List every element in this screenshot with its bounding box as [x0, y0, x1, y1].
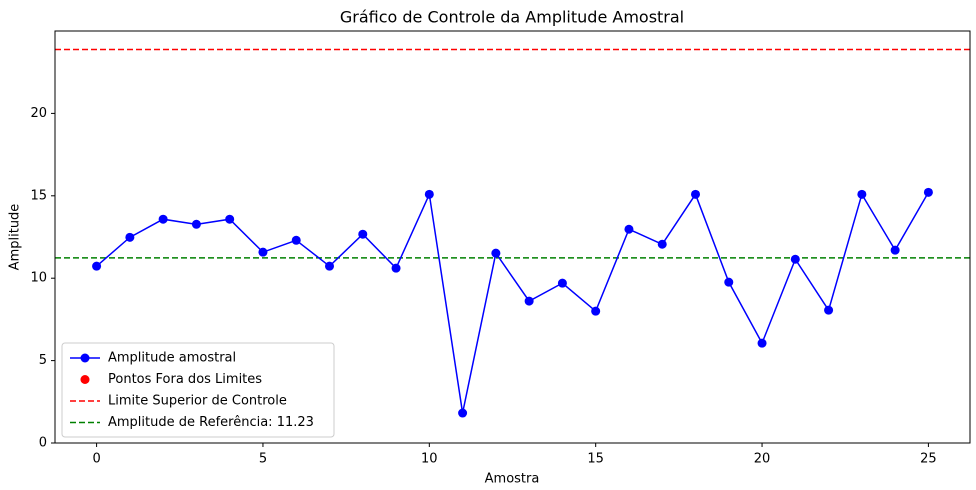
legend-marker [80, 353, 90, 363]
x-tick-label: 15 [587, 452, 604, 467]
y-tick-label: 15 [30, 188, 47, 203]
data-point [92, 261, 102, 271]
data-point [790, 254, 800, 264]
data-point [557, 278, 567, 288]
data-point [225, 214, 235, 224]
data-point [591, 306, 601, 316]
data-point [724, 277, 734, 287]
data-point [424, 189, 434, 199]
y-axis-label: Amplitude [8, 204, 23, 271]
legend-label: Amplitude de Referência: 11.23 [108, 415, 314, 430]
data-point [890, 245, 900, 255]
data-point [923, 187, 933, 197]
data-point [524, 296, 534, 306]
data-point [691, 189, 700, 199]
data-point [358, 229, 368, 239]
series-line [96, 191, 930, 414]
x-tick-label: 20 [754, 452, 771, 467]
legend: Amplitude amostral Pontos Fora dos Limite… [61, 342, 335, 438]
data-point [657, 239, 667, 249]
legend-label: Amplitude amostral [108, 351, 236, 366]
x-axis-label: Amostra [485, 472, 540, 487]
y-tick-label: 20 [30, 106, 47, 121]
data-point [491, 248, 501, 258]
data-point [291, 235, 301, 245]
legend-marker [80, 375, 90, 384]
chart-title: Gráfico de Controle da Amplitude Amostra… [340, 8, 684, 27]
data-point [757, 338, 767, 348]
legend-box [61, 342, 335, 438]
legend-label: Pontos Fora dos Limites [108, 372, 262, 387]
y-tick-label: 10 [30, 271, 47, 286]
data-point [458, 408, 468, 418]
plot-frame [54, 30, 971, 444]
x-tick-label: 25 [920, 452, 937, 467]
data-point [191, 219, 201, 229]
x-tick-label: 5 [259, 452, 267, 467]
data-point [125, 232, 135, 242]
data-point [857, 189, 867, 199]
x-tick-label: 0 [92, 452, 100, 467]
data-point [258, 247, 268, 257]
data-point [824, 305, 834, 315]
legend-label: Limite Superior de Controle [108, 394, 287, 409]
data-point [158, 214, 168, 224]
data-point [325, 261, 334, 271]
data-point [624, 224, 634, 234]
x-tick-label: 10 [421, 452, 438, 467]
data-point [391, 263, 401, 273]
y-tick-label: 0 [39, 436, 47, 451]
y-tick-label: 5 [39, 353, 47, 368]
